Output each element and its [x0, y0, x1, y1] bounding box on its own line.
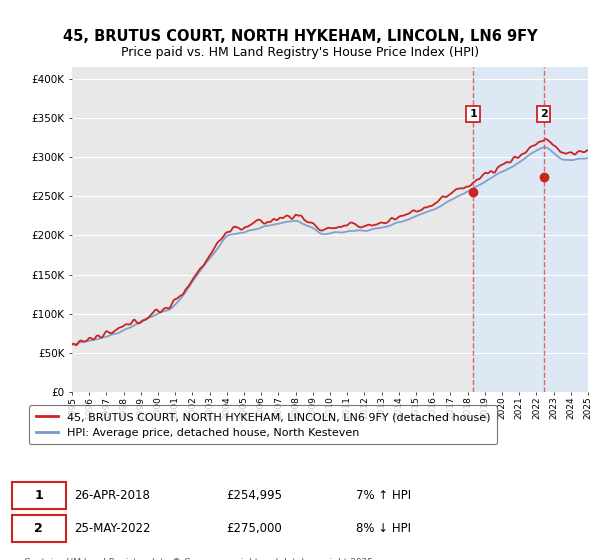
Text: 2: 2 [540, 109, 547, 119]
Text: 45, BRUTUS COURT, NORTH HYKEHAM, LINCOLN, LN6 9FY: 45, BRUTUS COURT, NORTH HYKEHAM, LINCOLN… [62, 29, 538, 44]
FancyBboxPatch shape [13, 515, 66, 542]
Text: Contains HM Land Registry data © Crown copyright and database right 2025.
This d: Contains HM Land Registry data © Crown c… [23, 558, 376, 560]
Text: 2: 2 [34, 522, 43, 535]
Text: 1: 1 [34, 489, 43, 502]
Text: 7% ↑ HPI: 7% ↑ HPI [356, 489, 412, 502]
Text: Price paid vs. HM Land Registry's House Price Index (HPI): Price paid vs. HM Land Registry's House … [121, 45, 479, 59]
Text: £275,000: £275,000 [227, 522, 283, 535]
Text: 1: 1 [469, 109, 477, 119]
Legend: 45, BRUTUS COURT, NORTH HYKEHAM, LINCOLN, LN6 9FY (detached house), HPI: Average: 45, BRUTUS COURT, NORTH HYKEHAM, LINCOLN… [29, 405, 497, 444]
Bar [473, 67, 588, 392]
Text: 25-MAY-2022: 25-MAY-2022 [74, 522, 151, 535]
Text: £254,995: £254,995 [227, 489, 283, 502]
FancyBboxPatch shape [13, 482, 66, 509]
Text: 26-APR-2018: 26-APR-2018 [74, 489, 150, 502]
Text: 8% ↓ HPI: 8% ↓ HPI [356, 522, 412, 535]
